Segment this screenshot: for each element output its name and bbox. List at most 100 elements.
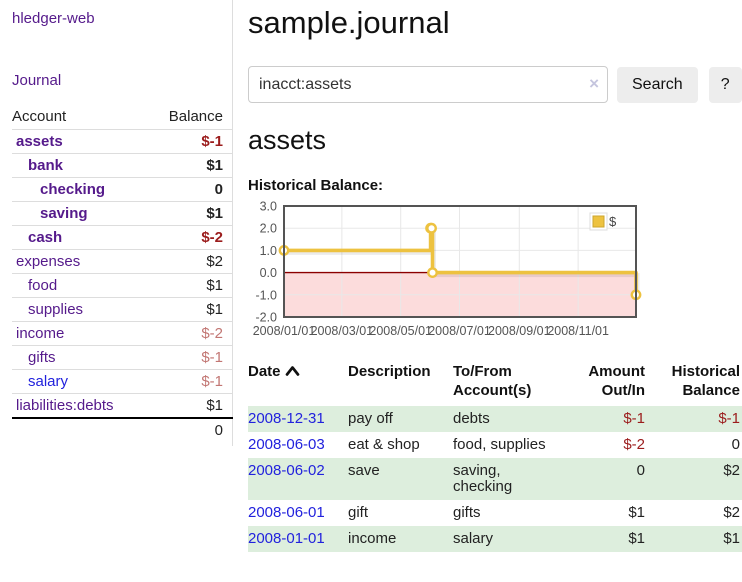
register-col-header-tofrom: To/From Account(s) xyxy=(453,360,561,406)
account-link[interactable]: checking xyxy=(40,181,106,198)
transaction-description: eat & shop xyxy=(348,436,420,453)
register-col-label: Description xyxy=(348,363,431,380)
account-link[interactable]: gifts xyxy=(28,349,56,366)
legend-swatch xyxy=(592,215,605,228)
page-title: sample.journal xyxy=(248,5,450,40)
search-input[interactable] xyxy=(248,66,608,103)
accounts-total-value: 0 xyxy=(147,417,233,442)
account-name-cell: food xyxy=(12,273,148,298)
account-balance: $-1 xyxy=(147,129,233,154)
account-balance: $1 xyxy=(147,201,233,226)
transaction-date-link[interactable]: 2008-12-31 xyxy=(248,410,325,427)
transaction-balance: $2 xyxy=(723,504,740,521)
account-link[interactable]: assets xyxy=(16,133,63,150)
account-name-cell: saving xyxy=(12,201,148,226)
account-name-cell: gifts xyxy=(12,345,148,370)
account-balance: $-2 xyxy=(147,225,233,250)
account-link[interactable]: cash xyxy=(28,229,63,246)
main-content: sample.journal × Search ? assets Histori… xyxy=(233,0,742,552)
chart-data-point xyxy=(427,267,438,279)
account-row: income $-2 xyxy=(12,321,233,346)
account-row: checking 0 xyxy=(12,177,233,202)
legend-label: $ xyxy=(609,214,617,229)
accounts-total-spacer xyxy=(12,417,148,442)
x-axis-tick-label: 2008/05/01 xyxy=(369,324,432,338)
help-button[interactable]: ? xyxy=(708,66,742,103)
account-name-cell: liabilities:debts xyxy=(12,393,148,419)
account-link[interactable]: supplies xyxy=(28,301,84,318)
transaction-date-link[interactable]: 2008-01-01 xyxy=(248,530,325,547)
sort-asc-icon[interactable] xyxy=(285,362,300,381)
account-balance: $1 xyxy=(147,273,233,298)
transaction-accounts: saving, checking xyxy=(453,458,561,500)
account-link[interactable]: salary xyxy=(28,373,69,390)
register-col-label2: Balance xyxy=(682,382,740,399)
accounts-table: Account Balance assets $-1 bank $1 checking 0… xyxy=(12,105,233,442)
sidebar-item-journal[interactable]: Journal xyxy=(12,72,62,89)
transaction-date-cell: 2008-12-31 xyxy=(248,406,348,432)
y-axis-tick-label: 3.0 xyxy=(260,200,277,214)
account-balance: $1 xyxy=(147,297,233,322)
transaction-row: 2008-01-01 income salary $1 $1 xyxy=(248,526,742,552)
x-axis-tick-label: 2008/03/01 xyxy=(311,324,374,338)
register-col-label: To/From xyxy=(453,363,512,380)
transaction-date-cell: 2008-01-01 xyxy=(248,526,348,552)
account-row: supplies $1 xyxy=(12,297,233,322)
y-axis-tick-label: -2.0 xyxy=(255,311,277,325)
search-form: × Search ? xyxy=(248,66,742,103)
account-name-cell: checking xyxy=(12,177,148,202)
account-row: gifts $-1 xyxy=(12,345,233,370)
account-link[interactable]: saving xyxy=(40,205,88,222)
account-link[interactable]: liabilities:debts xyxy=(16,397,114,414)
transaction-date-link[interactable]: 2008-06-03 xyxy=(248,436,325,453)
transaction-date-cell: 2008-06-01 xyxy=(248,500,348,526)
register-col-label2: Out/In xyxy=(601,382,645,399)
transaction-date-link[interactable]: 2008-06-01 xyxy=(248,504,325,521)
transaction-row: 2008-06-02 save saving, checking 0 $2 xyxy=(248,458,742,500)
transaction-amount: 0 xyxy=(561,458,650,500)
account-name-cell: cash xyxy=(12,225,148,250)
transaction-date-link[interactable]: 2008-06-02 xyxy=(248,462,325,479)
balance-chart-svg: $3.0 2.0 1.0 0.0 -1.0 -2.02008/01/012008/03/0… xyxy=(253,200,642,338)
accounts-table-body: assets $-1 bank $1 checking 0 saving $1 cash $-2 e… xyxy=(12,129,233,419)
account-balance: $-2 xyxy=(147,321,233,346)
account-balance: $1 xyxy=(147,393,233,419)
sidebar-nav: Journal xyxy=(12,72,232,89)
account-link[interactable]: food xyxy=(28,277,58,294)
transaction-date-cell: 2008-06-03 xyxy=(248,432,348,458)
account-name-cell: bank xyxy=(12,153,148,178)
transaction-amount: $-2 xyxy=(623,436,645,453)
y-axis-tick-label: -1.0 xyxy=(255,288,277,302)
account-name-cell: supplies xyxy=(12,297,148,322)
register-table-body: 2008-12-31 pay off debts $-1 $-1 2008-06-03 ea… xyxy=(248,406,742,552)
account-link[interactable]: expenses xyxy=(16,253,81,270)
transaction-description: gift xyxy=(348,504,369,521)
transaction-accounts: salary xyxy=(453,526,561,552)
chart-border xyxy=(283,205,637,318)
account-row: cash $-2 xyxy=(12,225,233,250)
x-axis-tick-label: 2008/01/01 xyxy=(253,324,316,338)
search-button[interactable]: Search xyxy=(617,66,698,103)
account-row: liabilities:debts $1 xyxy=(12,393,233,419)
transaction-description: income xyxy=(348,526,453,552)
brand-link[interactable]: hledger-web xyxy=(12,10,95,27)
account-name-cell: income xyxy=(12,321,148,346)
y-axis-tick-label: 2.0 xyxy=(260,222,277,236)
clear-search-icon[interactable]: × xyxy=(589,74,599,93)
account-link[interactable]: bank xyxy=(28,157,64,174)
register-col-label: Date xyxy=(248,363,281,380)
register-col-header-date: Date xyxy=(248,360,348,406)
transaction-row: 2008-06-03 eat & shop food, supplies $-2 0 xyxy=(248,432,742,458)
account-balance: $1 xyxy=(147,153,233,178)
transaction-balance: $1 xyxy=(650,526,742,552)
account-link[interactable]: income xyxy=(16,325,65,342)
account-row: assets $-1 xyxy=(12,129,233,154)
account-balance: $2 xyxy=(147,249,233,274)
register-header-row: Date Description To/From Account(s) Amount Ou… xyxy=(248,360,742,406)
register-col-label: Amount xyxy=(588,363,645,380)
balance-chart: $3.0 2.0 1.0 0.0 -1.0 -2.0 2008/01/01 2008/03/0… xyxy=(248,200,742,347)
transaction-description: save xyxy=(348,458,453,500)
sidebar: hledger-web Journal Account Balance asse… xyxy=(0,0,233,446)
account-name-cell: expenses xyxy=(12,249,148,274)
x-axis-tick-label: 2008/11/01 xyxy=(547,324,609,338)
